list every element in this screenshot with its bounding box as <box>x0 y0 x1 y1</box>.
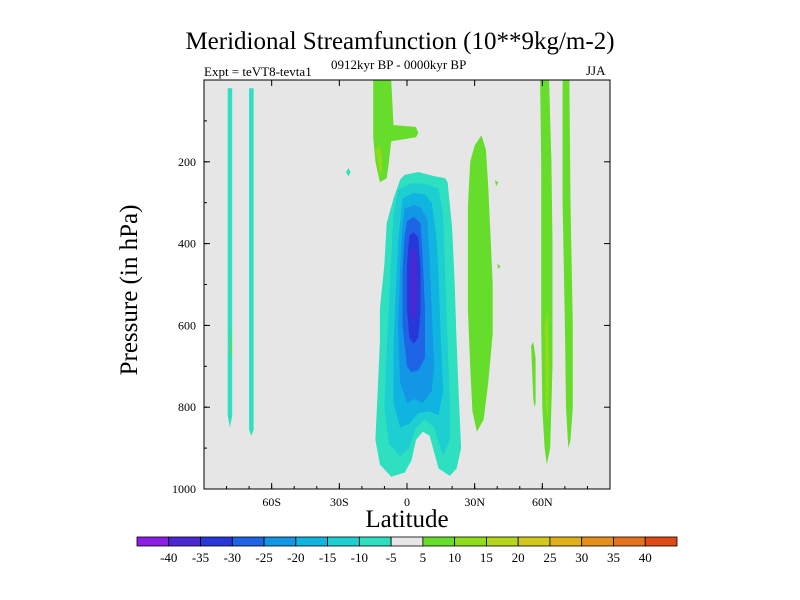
contour-regions <box>227 80 573 477</box>
contour-region-tiny-ascent-dot-2 <box>497 264 501 269</box>
colorbar-swatch <box>486 536 519 547</box>
colorbar-label: 20 <box>512 550 525 565</box>
x-axis: 60S 30S 0 30N 60N <box>226 80 588 509</box>
colorbar-swatch <box>168 536 201 547</box>
colorbar-swatch <box>644 536 678 547</box>
colorbar: -40 -35 -30 -25 -20 -15 -10 -5 5 10 15 20 25 30 35 40 <box>136 536 678 565</box>
contour-region-tiny-ascent-dot <box>495 180 499 187</box>
colorbar-label: 35 <box>607 550 620 565</box>
contour-region-northern-ascent-column-a <box>540 80 553 465</box>
x-tick-label: 60N <box>532 495 553 509</box>
x-tick-label: 30N <box>464 495 485 509</box>
colorbar-swatch <box>358 536 392 547</box>
x-axis-label: Latitude <box>365 506 449 533</box>
colorbar-label: 30 <box>575 550 588 565</box>
x-tick-label: 0 <box>404 495 410 509</box>
y-axis: 200 400 600 800 1000 <box>172 120 610 496</box>
y-tick-label: 800 <box>178 400 196 414</box>
colorbar-swatch <box>390 536 424 547</box>
colorbar-swatch <box>454 536 487 547</box>
colorbar-label: 40 <box>639 550 652 565</box>
colorbar-label: 25 <box>543 550 556 565</box>
contour-region-southern-descent-column-small <box>249 88 254 436</box>
colorbar-swatch <box>136 536 170 547</box>
colorbar-label: -20 <box>287 550 304 565</box>
experiment-label: Expt = teVT8-tevta1 <box>204 64 312 79</box>
y-tick-label: 200 <box>178 155 196 169</box>
colorbar-label: 15 <box>480 550 493 565</box>
colorbar-label: -10 <box>351 550 368 565</box>
colorbar-swatch <box>327 536 360 547</box>
colorbar-swatch <box>231 536 265 547</box>
x-tick-label: 30S <box>330 495 349 509</box>
contour-region-upper-ascent-strip <box>373 80 419 183</box>
colorbar-label: -30 <box>224 550 241 565</box>
contour-region-main-cell-level-35 <box>410 247 418 320</box>
colorbar-swatch <box>549 536 583 547</box>
colorbar-swatch <box>200 536 233 547</box>
chart-title: Meridional Streamfunction (10**9kg/m-2) <box>185 28 615 55</box>
colorbar-label: -25 <box>255 550 272 565</box>
colorbar-label: -15 <box>319 550 336 565</box>
colorbar-label: -35 <box>192 550 209 565</box>
colorbar-swatch <box>517 536 551 547</box>
colorbar-swatch <box>295 536 328 547</box>
contour-region-northern-ascent-column-b <box>562 80 573 449</box>
colorbar-swatch <box>263 536 297 547</box>
y-tick-label: 400 <box>178 237 196 251</box>
colorbar-label: 5 <box>420 550 427 565</box>
colorbar-swatch <box>581 536 614 547</box>
contour-region-northern-ascent-core <box>544 309 550 420</box>
season-label: JJA <box>586 63 606 78</box>
y-tick-label: 600 <box>178 318 196 332</box>
colorbar-swatch <box>613 536 646 547</box>
colorbar-label: -40 <box>160 550 177 565</box>
colorbar-swatch <box>422 536 456 547</box>
contour-region-tropical-ascent-band <box>467 135 493 432</box>
colorbar-label: -5 <box>386 550 397 565</box>
contour-region-southern-descent-column <box>227 88 233 428</box>
colorbar-label: 10 <box>448 550 461 565</box>
time-period-label: 0912kyr BP - 0000kyr BP <box>331 57 467 72</box>
y-tick-label: 1000 <box>172 482 196 496</box>
x-tick-label: 60S <box>262 495 281 509</box>
contour-region-southern-speck <box>346 168 351 177</box>
contour-region-southern-small-ascent <box>229 325 232 359</box>
contour-region-upper-ascent-core <box>375 147 383 175</box>
contour-region-northern-descent-strip <box>531 341 536 408</box>
